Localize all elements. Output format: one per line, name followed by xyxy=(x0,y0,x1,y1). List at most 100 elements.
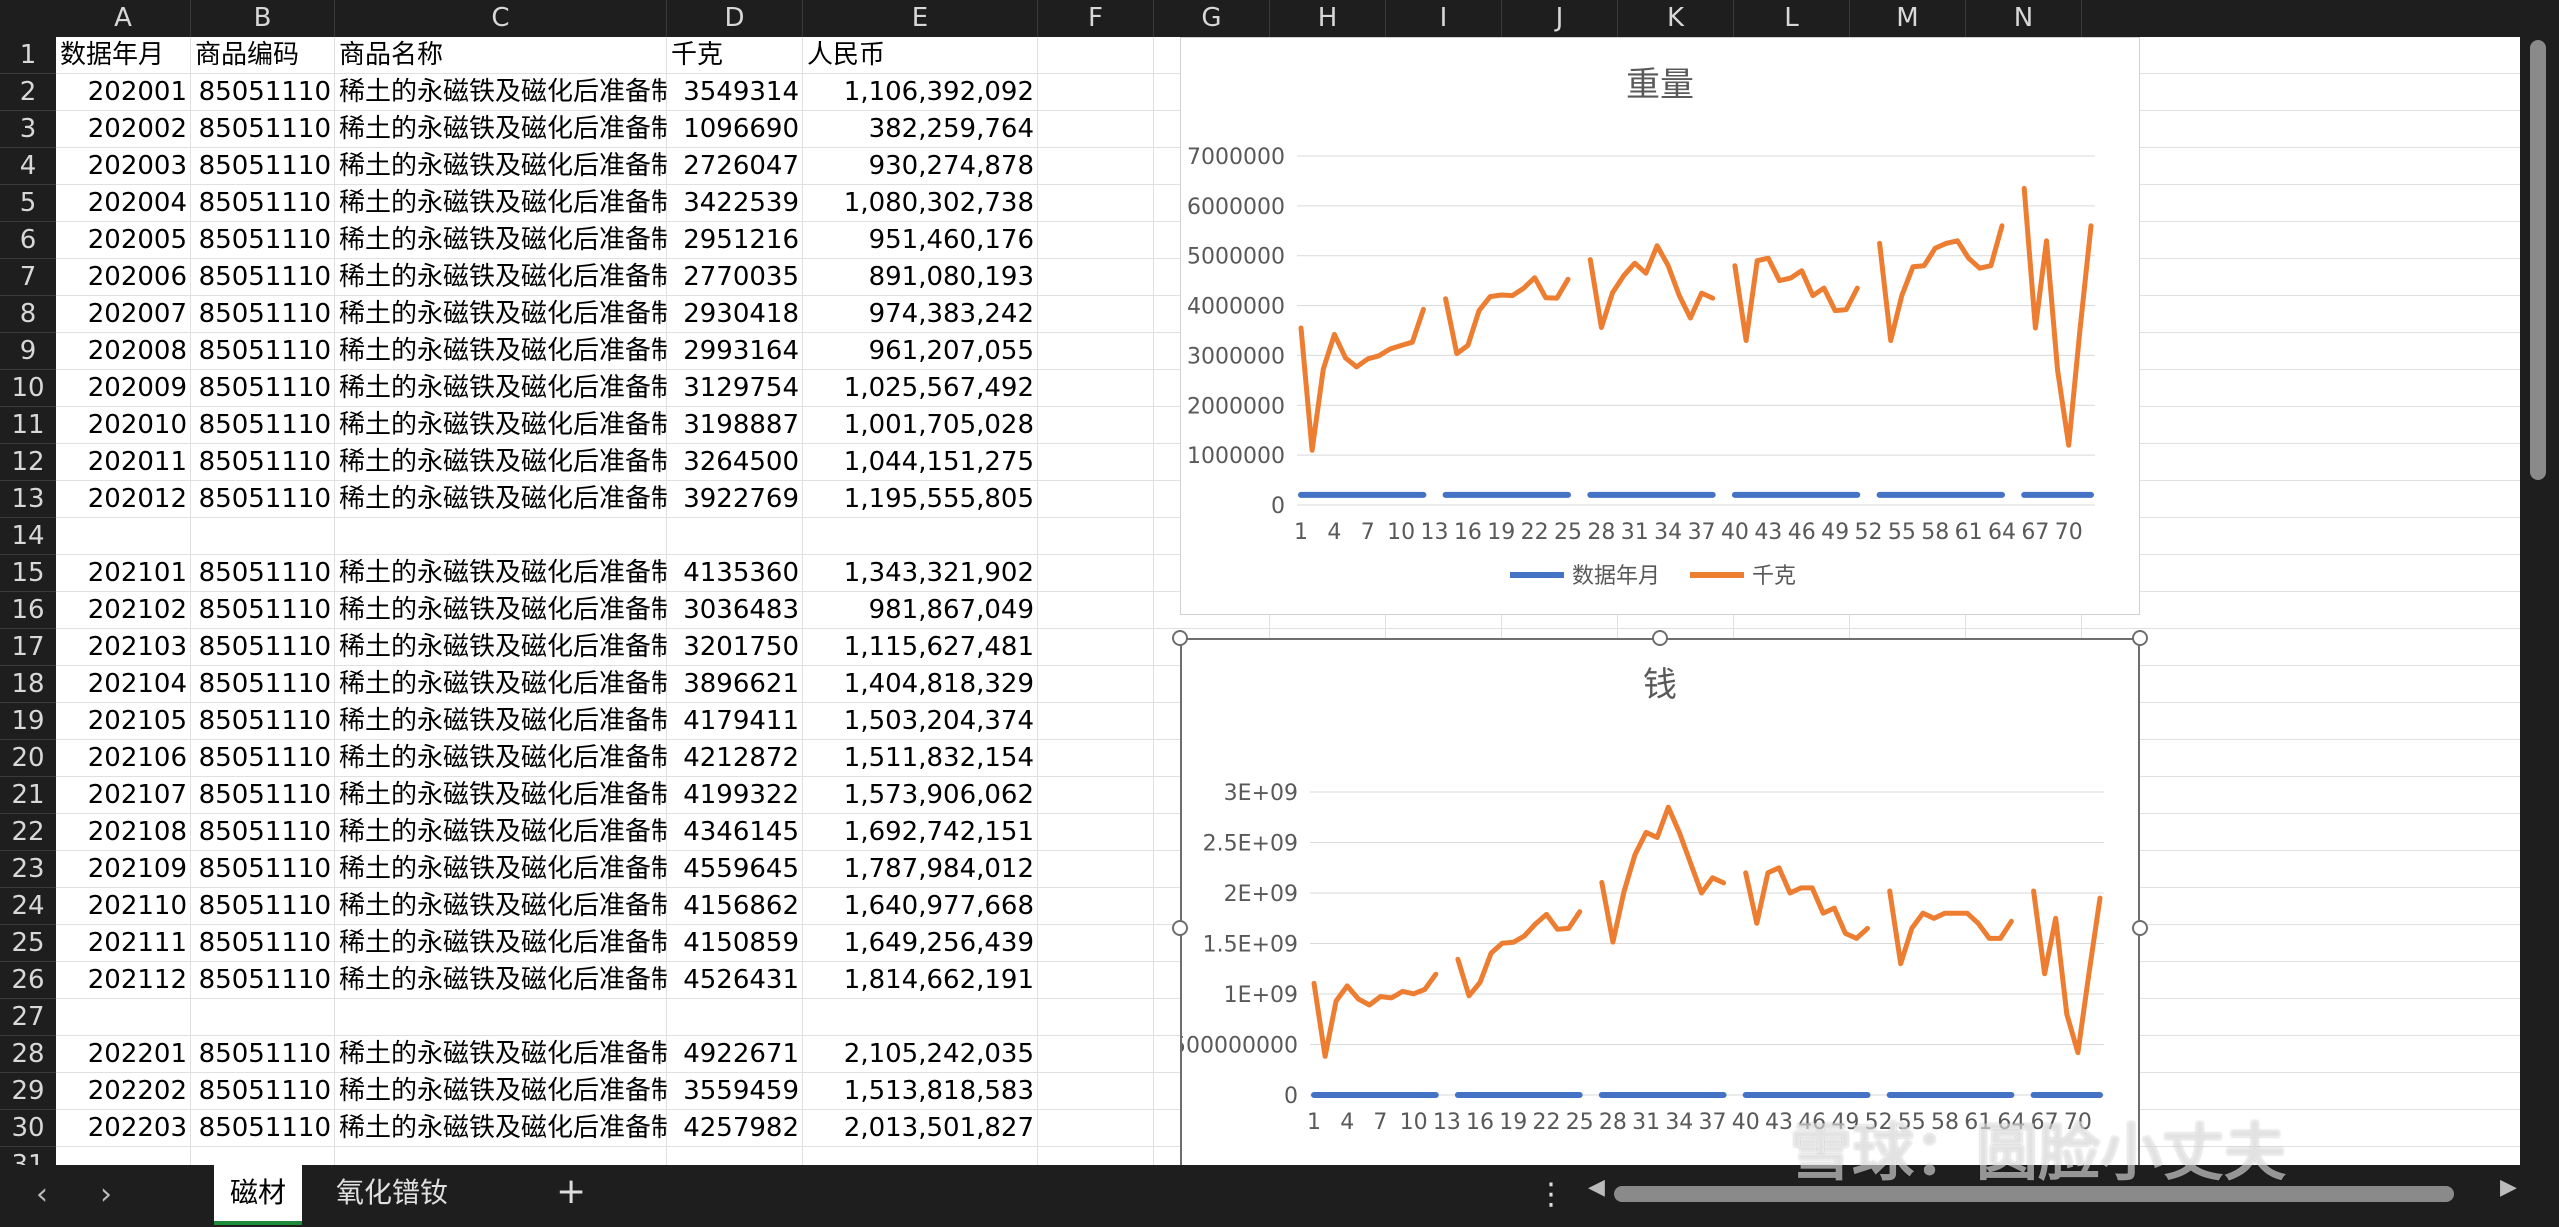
header-cell-product-name[interactable]: 商品名称 xyxy=(339,40,444,70)
cell-rmb[interactable]: 974,383,242 xyxy=(868,299,1034,329)
cell-kilogram[interactable]: 3264500 xyxy=(683,447,799,477)
row-header[interactable]: 26 xyxy=(0,962,56,999)
cell-product-name[interactable]: 稀土的永磁铁及磁化后准备制成 xyxy=(339,1113,667,1143)
row-header[interactable]: 7 xyxy=(0,259,56,296)
cell-kilogram[interactable]: 4922671 xyxy=(683,1039,799,1069)
row-header[interactable]: 16 xyxy=(0,592,56,629)
cell-year-month[interactable]: 202107 xyxy=(87,780,187,810)
column-header-l[interactable]: L xyxy=(1734,0,1850,37)
cell-product-code[interactable]: 85051110 xyxy=(198,706,331,736)
cell-rmb[interactable]: 891,080,193 xyxy=(868,262,1034,292)
column-header-h[interactable]: H xyxy=(1270,0,1386,37)
cell-kilogram[interactable]: 3559459 xyxy=(683,1076,799,1106)
cell-product-name[interactable]: 稀土的永磁铁及磁化后准备制成 xyxy=(339,891,667,921)
vertical-scroll-thumb[interactable] xyxy=(2530,40,2546,480)
row-header[interactable]: 15 xyxy=(0,555,56,592)
cell-year-month[interactable]: 202003 xyxy=(87,151,187,181)
resize-handle-middle-right[interactable] xyxy=(2132,920,2148,936)
cell-product-code[interactable]: 85051110 xyxy=(198,632,331,662)
column-header-m[interactable]: M xyxy=(1850,0,1966,37)
cell-rmb[interactable]: 1,115,627,481 xyxy=(843,632,1034,662)
column-header-d[interactable]: D xyxy=(667,0,803,37)
row-header[interactable]: 9 xyxy=(0,333,56,370)
cell-kilogram[interactable]: 4559645 xyxy=(683,854,799,884)
column-header-a[interactable]: A xyxy=(56,0,191,37)
column-header-f[interactable]: F xyxy=(1038,0,1154,37)
more-options-icon[interactable]: ⋮ xyxy=(1536,1177,1566,1212)
cell-kilogram[interactable]: 4526431 xyxy=(683,965,799,995)
cell-kilogram[interactable]: 4212872 xyxy=(683,743,799,773)
cell-product-code[interactable]: 85051110 xyxy=(198,262,331,292)
cell-rmb[interactable]: 961,207,055 xyxy=(868,336,1034,366)
column-header-g[interactable]: G xyxy=(1154,0,1270,37)
cell-product-code[interactable]: 85051110 xyxy=(198,1113,331,1143)
cell-product-code[interactable]: 85051110 xyxy=(198,817,331,847)
cell-product-code[interactable]: 85051110 xyxy=(198,77,331,107)
row-header[interactable]: 11 xyxy=(0,407,56,444)
cell-product-code[interactable]: 85051110 xyxy=(198,891,331,921)
cell-product-name[interactable]: 稀土的永磁铁及磁化后准备制成 xyxy=(339,632,667,662)
row-header[interactable]: 21 xyxy=(0,777,56,814)
cell-product-name[interactable]: 稀土的永磁铁及磁化后准备制成 xyxy=(339,336,667,366)
cell-kilogram[interactable]: 3922769 xyxy=(683,484,799,514)
row-header[interactable]: 1 xyxy=(0,37,56,74)
resize-handle-top-left[interactable] xyxy=(1172,630,1188,646)
row-header[interactable]: 18 xyxy=(0,666,56,703)
cell-product-name[interactable]: 稀土的永磁铁及磁化后准备制成 xyxy=(339,299,667,329)
cell-rmb[interactable]: 981,867,049 xyxy=(868,595,1034,625)
cell-product-code[interactable]: 85051110 xyxy=(198,854,331,884)
cell-kilogram[interactable]: 4156862 xyxy=(683,891,799,921)
cell-product-code[interactable]: 85051110 xyxy=(198,484,331,514)
cell-rmb[interactable]: 930,274,878 xyxy=(868,151,1034,181)
row-header[interactable]: 27 xyxy=(0,999,56,1036)
cell-product-name[interactable]: 稀土的永磁铁及磁化后准备制成 xyxy=(339,373,667,403)
cell-kilogram[interactable]: 2993164 xyxy=(683,336,799,366)
cell-kilogram[interactable] xyxy=(667,518,803,555)
resize-handle-top-right[interactable] xyxy=(2132,630,2148,646)
cell-year-month[interactable]: 202006 xyxy=(87,262,187,292)
row-header[interactable]: 22 xyxy=(0,814,56,851)
row-header[interactable]: 25 xyxy=(0,925,56,962)
cell-kilogram[interactable]: 3201750 xyxy=(683,632,799,662)
cell-rmb[interactable]: 1,106,392,092 xyxy=(843,77,1034,107)
row-header[interactable]: 8 xyxy=(0,296,56,333)
cell-product-code[interactable]: 85051110 xyxy=(198,299,331,329)
cell-year-month[interactable]: 202105 xyxy=(87,706,187,736)
cell-kilogram[interactable]: 3896621 xyxy=(683,669,799,699)
cell-product-name[interactable]: 稀土的永磁铁及磁化后准备制成 xyxy=(339,410,667,440)
cell-product-code[interactable]: 85051110 xyxy=(198,114,331,144)
cell-rmb[interactable]: 1,649,256,439 xyxy=(843,928,1034,958)
cell-year-month[interactable]: 202001 xyxy=(87,77,187,107)
cell-product-code[interactable]: 85051110 xyxy=(198,595,331,625)
cell-rmb[interactable]: 2,105,242,035 xyxy=(843,1039,1034,1069)
row-header[interactable]: 29 xyxy=(0,1073,56,1110)
row-header[interactable]: 14 xyxy=(0,518,56,555)
cell-rmb[interactable]: 1,511,832,154 xyxy=(843,743,1034,773)
cell-rmb[interactable]: 1,025,567,492 xyxy=(843,373,1034,403)
cell-product-code[interactable]: 85051110 xyxy=(198,410,331,440)
row-header[interactable]: 24 xyxy=(0,888,56,925)
cell-product-code[interactable] xyxy=(191,999,335,1036)
cell-year-month[interactable]: 202106 xyxy=(87,743,187,773)
cell-product-name[interactable]: 稀土的永磁铁及磁化后准备制成 xyxy=(339,1076,667,1106)
cell-rmb[interactable]: 1,001,705,028 xyxy=(843,410,1034,440)
cell-rmb[interactable]: 2,013,501,827 xyxy=(843,1113,1034,1143)
cell-rmb[interactable]: 1,513,818,583 xyxy=(843,1076,1034,1106)
cell-kilogram[interactable]: 3036483 xyxy=(683,595,799,625)
row-header[interactable]: 28 xyxy=(0,1036,56,1073)
cell-product-code[interactable]: 85051110 xyxy=(198,780,331,810)
tab-scroll-right-icon[interactable]: › xyxy=(100,1177,112,1212)
cell-product-code[interactable]: 85051110 xyxy=(198,965,331,995)
cell-kilogram[interactable] xyxy=(667,999,803,1036)
cell-rmb[interactable]: 382,259,764 xyxy=(868,114,1034,144)
cell-product-code[interactable]: 85051110 xyxy=(198,1039,331,1069)
money-chart[interactable]: 钱 0 500000000 1E+09 1.5E+09 2E+09 2.5E+09 3E+09… xyxy=(1172,638,2140,1178)
cell-year-month[interactable]: 202012 xyxy=(87,484,187,514)
cell-rmb[interactable]: 1,044,151,275 xyxy=(843,447,1034,477)
cell-year-month[interactable]: 202102 xyxy=(87,595,187,625)
cell-year-month[interactable]: 202004 xyxy=(87,188,187,218)
cell-rmb[interactable] xyxy=(803,518,1038,555)
row-header[interactable]: 5 xyxy=(0,185,56,222)
cell-product-name[interactable]: 稀土的永磁铁及磁化后准备制成 xyxy=(339,114,667,144)
cell-product-code[interactable]: 85051110 xyxy=(198,188,331,218)
